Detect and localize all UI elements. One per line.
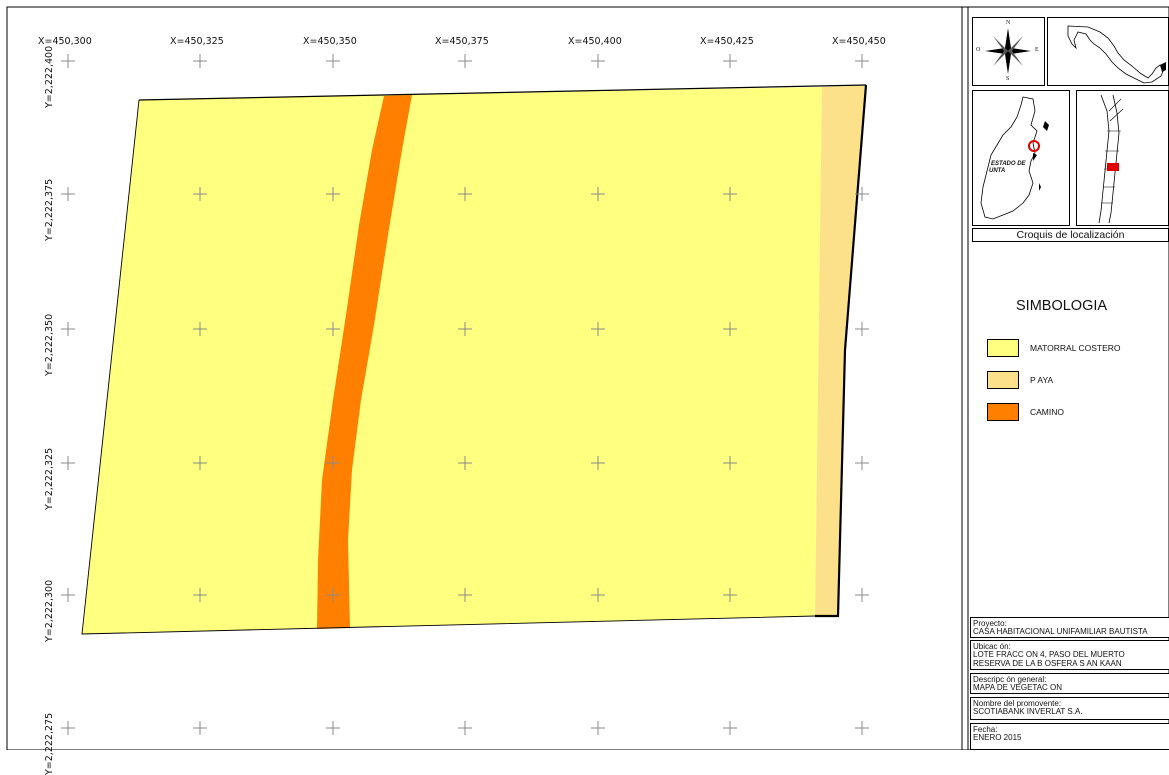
y-coordinate-label: Y=2,222,350	[44, 313, 55, 376]
proyecto-value: CASA HABITACIONAL UNIFAMILIAR BAUTISTA	[973, 628, 1148, 637]
y-coordinate-label: Y=2,222,300	[44, 579, 55, 642]
inset-label-2: UNTA	[989, 168, 1006, 174]
ubicacion-label: Ubicac ón:	[973, 643, 1011, 651]
fecha-value: ENERO 2015	[973, 734, 1022, 743]
y-coordinate-label: Y=2,222,325	[44, 447, 55, 510]
descripcion-value: MAPA DE VEGETAC ON	[973, 684, 1063, 693]
promovente-label: Nombre del promovente:	[973, 700, 1062, 708]
legend-swatch	[987, 371, 1019, 389]
y-coordinate-label: Y=2,222,400	[44, 45, 55, 108]
y-coordinate-label: Y=2,222,275	[44, 712, 55, 775]
legend-title: SIMBOLOGIA	[1016, 298, 1108, 314]
legend-swatch	[987, 403, 1019, 421]
x-coordinate-label: X=450,350	[303, 36, 357, 47]
proyecto-label: Proyecto:	[973, 620, 1007, 628]
ubicacion-line2: RESERVA DE LA B OSFERA S AN KAAN	[973, 659, 1122, 668]
mexico-map-box	[1047, 17, 1169, 86]
compass-north: N	[1006, 20, 1011, 26]
x-coordinate-label: X=450,300	[38, 36, 92, 47]
state-map-icon	[980, 96, 1049, 220]
x-coordinate-label: X=450,375	[435, 36, 489, 47]
compass-south: S	[1006, 76, 1010, 82]
matorral-costero-area	[82, 87, 822, 634]
compass-west: O	[976, 47, 981, 53]
grid-crosses	[61, 54, 869, 735]
local-map-icon	[1098, 94, 1124, 224]
legend-label: CAMINO	[1030, 407, 1064, 417]
legend-label: P AYA	[1030, 375, 1054, 385]
x-coordinate-label: X=450,400	[568, 36, 622, 47]
ubicacion-line1: LOTE FRACC ON 4, PASO DEL MUERTO	[973, 651, 1125, 660]
info-promovente: Nombre del promovente: SCOTIABANK INVERL…	[970, 697, 1169, 720]
compass-east: E	[1035, 47, 1039, 53]
compass-rose-icon	[985, 28, 1031, 74]
x-coordinate-label: X=450,425	[700, 36, 754, 47]
state-map-box: ESTADO DE UNTA	[972, 90, 1070, 226]
map-frame	[6, 6, 1169, 750]
legend-swatch	[987, 339, 1019, 357]
inset-label-1: ESTADO DE	[991, 161, 1026, 167]
promovente-value: SCOTIABANK INVERLAT S.A.	[973, 708, 1083, 717]
info-proyecto: Proyecto: CASA HABITACIONAL UNIFAMILIAR …	[970, 617, 1169, 638]
x-coordinate-label: X=450,450	[832, 36, 886, 47]
mexico-outline-icon	[1067, 25, 1166, 84]
parcel-boundary	[815, 84, 868, 618]
croquis-caption: Croquis de localización	[972, 228, 1169, 242]
x-coordinate-label: X=450,325	[170, 36, 224, 47]
local-map-box	[1076, 90, 1169, 226]
playa-area	[815, 85, 866, 616]
y-coordinate-label: Y=2,222,375	[44, 178, 55, 241]
info-fecha: Fecha: ENERO 2015	[970, 723, 1169, 750]
fecha-label: Fecha:	[973, 726, 998, 734]
camino-area	[317, 95, 412, 629]
outer-border	[6, 6, 1169, 750]
info-descripcion: Descripc ón general: MAPA DE VEGETAC ON	[970, 673, 1169, 694]
legend-label: MATORRAL COSTERO	[1030, 343, 1121, 353]
parcel-boundary-west	[81, 99, 816, 635]
info-ubicacion: Ubicac ón: LOTE FRACC ON 4, PASO DEL MUE…	[970, 640, 1169, 670]
parcel-boundary-top	[138, 84, 867, 101]
compass-box: N S E O	[972, 17, 1045, 86]
descripcion-label: Descripc ón general:	[973, 676, 1047, 684]
